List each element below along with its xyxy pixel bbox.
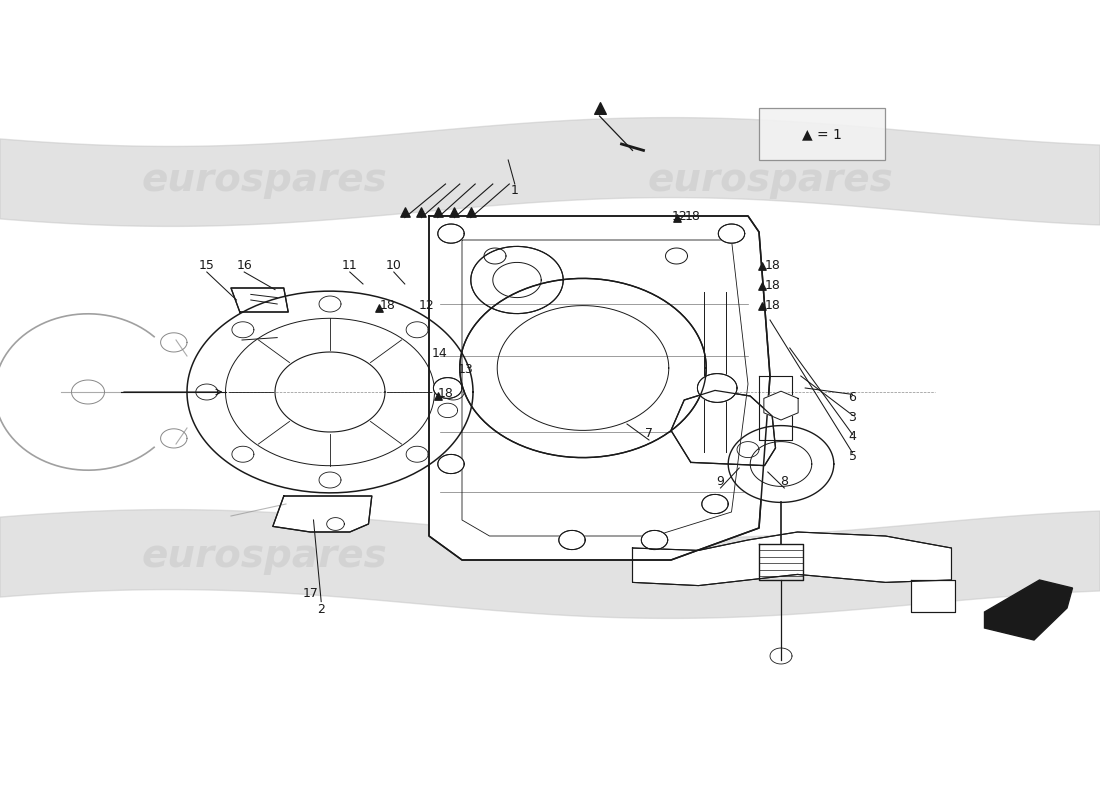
FancyBboxPatch shape xyxy=(759,108,886,160)
Text: 5: 5 xyxy=(848,450,857,462)
Polygon shape xyxy=(460,278,706,458)
Point xyxy=(396,206,414,218)
Text: 17: 17 xyxy=(302,587,318,600)
Polygon shape xyxy=(471,246,563,314)
Polygon shape xyxy=(763,391,799,420)
Text: 13: 13 xyxy=(458,363,473,376)
Text: 10: 10 xyxy=(386,259,402,272)
Point xyxy=(754,299,771,312)
Polygon shape xyxy=(559,530,585,550)
Text: 18: 18 xyxy=(764,279,780,292)
Text: 9: 9 xyxy=(716,475,725,488)
Polygon shape xyxy=(273,496,372,532)
Text: 18: 18 xyxy=(764,299,780,312)
Text: 18: 18 xyxy=(685,210,701,222)
Text: 15: 15 xyxy=(199,259,214,272)
Polygon shape xyxy=(697,374,737,402)
Point xyxy=(754,259,771,272)
Text: eurospares: eurospares xyxy=(141,537,387,575)
Text: 7: 7 xyxy=(645,427,653,440)
Text: 12: 12 xyxy=(419,299,435,312)
Polygon shape xyxy=(231,288,288,312)
Point xyxy=(429,390,447,402)
Point xyxy=(412,206,430,218)
Text: 6: 6 xyxy=(848,391,857,404)
Point xyxy=(429,206,447,218)
Text: 2: 2 xyxy=(317,603,326,616)
Text: 11: 11 xyxy=(342,259,358,272)
Polygon shape xyxy=(728,426,834,502)
Polygon shape xyxy=(671,390,776,466)
Polygon shape xyxy=(438,224,464,243)
Text: 18: 18 xyxy=(764,259,780,272)
Polygon shape xyxy=(433,378,462,398)
Polygon shape xyxy=(702,494,728,514)
Point xyxy=(446,206,463,218)
Polygon shape xyxy=(911,580,955,612)
Polygon shape xyxy=(187,291,473,493)
Text: eurospares: eurospares xyxy=(141,161,387,199)
Point xyxy=(591,102,608,114)
Polygon shape xyxy=(984,580,1072,640)
Text: 18: 18 xyxy=(438,387,453,400)
Text: ▲ = 1: ▲ = 1 xyxy=(802,127,843,141)
Polygon shape xyxy=(438,454,464,474)
Text: 3: 3 xyxy=(848,411,857,424)
Point xyxy=(668,212,685,225)
Text: 4: 4 xyxy=(848,430,857,443)
Text: 14: 14 xyxy=(432,347,448,360)
Text: 16: 16 xyxy=(236,259,252,272)
Text: 12: 12 xyxy=(672,210,688,222)
Polygon shape xyxy=(632,532,952,586)
Point xyxy=(371,302,388,314)
Polygon shape xyxy=(718,224,745,243)
Point xyxy=(754,279,771,292)
Text: 8: 8 xyxy=(780,475,789,488)
Text: eurospares: eurospares xyxy=(647,161,893,199)
Text: eurospares: eurospares xyxy=(647,537,893,575)
Polygon shape xyxy=(429,216,770,560)
Point xyxy=(462,206,480,218)
Text: 1: 1 xyxy=(510,184,519,197)
Polygon shape xyxy=(641,530,668,550)
Text: 18: 18 xyxy=(379,299,395,312)
